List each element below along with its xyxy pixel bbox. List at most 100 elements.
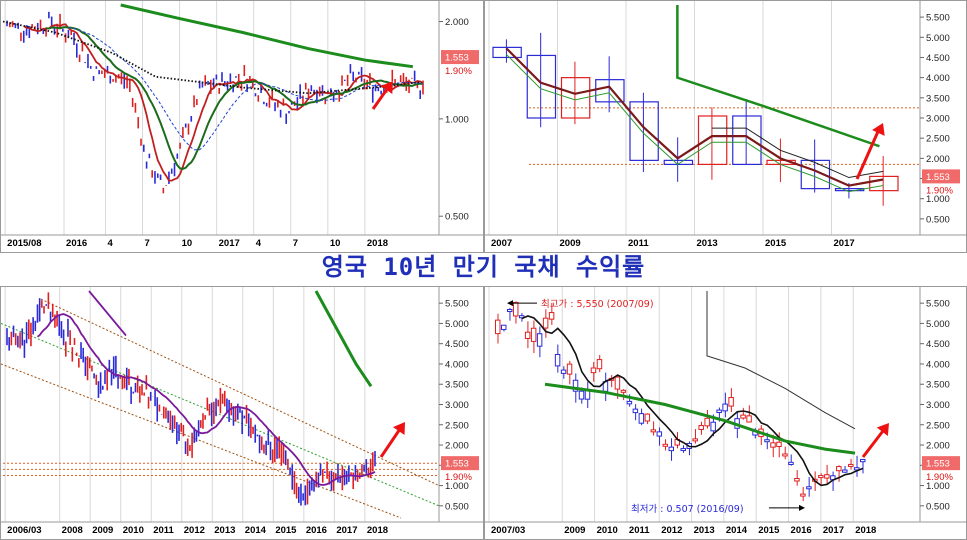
- candle-body: [548, 312, 555, 320]
- y-tick-label: 4.500: [445, 339, 469, 350]
- moving-average-short: [23, 23, 424, 182]
- candle-body: [650, 429, 657, 433]
- x-tick-label: 2016: [306, 525, 327, 536]
- candle-body: [506, 308, 513, 313]
- x-tick-label: 2017: [336, 525, 357, 536]
- trend-arrow-shaft: [379, 425, 404, 458]
- y-tick-label: 3.000: [926, 114, 950, 125]
- x-tick-label: 2013: [697, 238, 718, 249]
- x-tick-label: 2013: [694, 525, 715, 536]
- x-tick-label: 2015: [765, 238, 787, 249]
- candle-body: [566, 363, 573, 375]
- y-tick-label: 2.000: [445, 441, 469, 452]
- candle-body: [530, 327, 537, 342]
- annotation-high-label: 최고가 : 5,550 (2007/09): [541, 299, 654, 310]
- y-tick-label: 2.500: [445, 420, 469, 431]
- x-tick-label: 2011: [628, 238, 649, 249]
- price-tag-percent: 1.90%: [926, 185, 953, 196]
- x-tick-label: 2014: [245, 525, 267, 536]
- x-tick-label: 2018: [367, 238, 388, 249]
- y-tick-label: 0.500: [926, 501, 950, 512]
- y-tick-label: 3.000: [445, 400, 469, 411]
- candle-body: [800, 159, 831, 190]
- y-tick-label: 5.500: [926, 13, 950, 24]
- candle-body: [536, 333, 543, 347]
- candle-body: [656, 431, 663, 437]
- candle-body: [770, 442, 776, 448]
- candle-body: [800, 493, 806, 497]
- moving-average-long: [314, 290, 373, 388]
- candle-body: [776, 441, 782, 447]
- candle-body: [824, 474, 830, 479]
- price-tag-value: 1.553: [445, 459, 469, 470]
- price-tag-value: 1.553: [445, 53, 469, 64]
- x-tick-label: 2015/08: [7, 238, 41, 249]
- y-tick-label: 3.500: [445, 380, 469, 391]
- price-tag-box: [922, 456, 960, 471]
- y-tick-label: 5.000: [926, 33, 950, 44]
- candle-body: [716, 409, 722, 414]
- y-tick-label: 4.500: [926, 53, 950, 64]
- candle-body: [632, 408, 639, 414]
- candle-body: [732, 115, 762, 166]
- x-tick-label: 7: [145, 238, 150, 249]
- x-tick-label: 2009: [564, 525, 585, 536]
- candle-body: [842, 469, 848, 473]
- x-tick-label: 2016: [791, 525, 812, 536]
- candle-body: [788, 461, 794, 465]
- x-tick-label: 10: [330, 238, 341, 249]
- y-tick-label: 2.500: [926, 134, 950, 145]
- chart-monthly-svg: 5.500 5.000 4.500 4.000 3.500 3.000 2.500 2.000…: [485, 287, 966, 536]
- y-tick-label: 1.000: [445, 114, 469, 125]
- x-tick-label: 2017: [834, 238, 855, 249]
- candle-body: [542, 317, 549, 329]
- moving-average-purple: [36, 313, 376, 486]
- candle-body: [638, 413, 645, 424]
- x-tick-label: 2011: [629, 525, 650, 536]
- candle-body: [492, 46, 522, 59]
- x-tick-label: 7: [293, 238, 298, 249]
- x-tick-label: 2009: [560, 238, 581, 249]
- candle-body: [524, 331, 531, 339]
- y-tick-label: 4.000: [926, 73, 950, 84]
- y-tick-label: 5.000: [926, 319, 950, 330]
- chart-weekly-svg: 5.500 5.000 4.500 4.000 3.500 3.000 2.500 2.000…: [1, 287, 483, 536]
- x-tick-label: 2012: [661, 525, 682, 536]
- x-tick-label: 4: [256, 238, 262, 249]
- candle-body: [728, 397, 734, 407]
- candle-body: [704, 417, 710, 427]
- y-tick-label: 1.000: [926, 194, 950, 205]
- x-tick-label: 2012: [184, 525, 205, 536]
- price-tag-percent: 1.90%: [445, 66, 472, 77]
- price-tag-value: 1.553: [926, 459, 950, 470]
- y-tick-label: 0.500: [445, 501, 469, 512]
- y-tick-label: 4.500: [926, 339, 950, 350]
- chart-panel-weekly: 5.500 5.000 4.500 4.000 3.500 3.000 2.500 2.000…: [0, 286, 484, 540]
- y-tick-label: 5.000: [445, 319, 469, 330]
- x-tick-label: 4: [107, 238, 113, 249]
- candle-body: [782, 453, 788, 457]
- x-tick-label: 2015: [758, 525, 780, 536]
- candle-body: [794, 477, 800, 482]
- price-tag-percent: 1.90%: [445, 472, 472, 483]
- y-tick-label: 5.500: [445, 299, 469, 310]
- y-tick-label: 2.000: [926, 154, 950, 165]
- price-tag-value: 1.553: [926, 172, 950, 183]
- moving-average-mid: [45, 26, 423, 170]
- y-tick-label: 2.000: [445, 17, 469, 28]
- y-tick-label: 3.000: [926, 400, 950, 411]
- moving-average-long: [120, 3, 414, 69]
- moving-average-black: [521, 315, 864, 487]
- candle-body: [595, 79, 625, 103]
- x-tick-label: 2010: [597, 525, 618, 536]
- candle-body: [764, 439, 770, 443]
- price-tag-box: [922, 169, 960, 184]
- candle-body: [629, 101, 659, 161]
- candle-body: [692, 438, 698, 442]
- x-tick-label: 2006/03: [7, 525, 41, 536]
- candle-body: [746, 415, 752, 423]
- moving-average-short: [505, 47, 884, 187]
- chart-panel-monthly: 5.500 5.000 4.500 4.000 3.500 3.000 2.500 2.000…: [484, 286, 967, 540]
- x-tick-label: 2017: [219, 238, 240, 249]
- candle-body: [662, 443, 669, 447]
